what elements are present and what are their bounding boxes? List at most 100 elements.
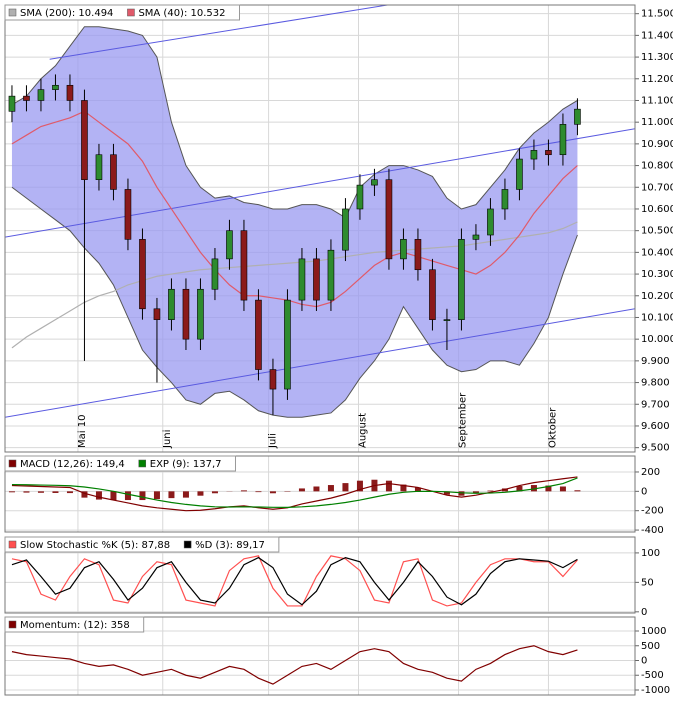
y-tick-label: 0 bbox=[641, 607, 647, 618]
histogram-bar bbox=[38, 491, 44, 492]
y-tick-label: 10.000 bbox=[641, 334, 673, 345]
candle-body bbox=[458, 239, 464, 319]
candle-body bbox=[125, 189, 131, 239]
histogram-bar bbox=[67, 491, 73, 493]
histogram-bar bbox=[270, 491, 276, 493]
y-tick-label: 11.200 bbox=[641, 74, 673, 85]
legend-label: %D (3): 89,17 bbox=[195, 540, 265, 551]
candle-body bbox=[386, 180, 392, 259]
candle-body bbox=[328, 250, 334, 300]
y-tick-label: 9.500 bbox=[641, 443, 670, 454]
histogram-bar bbox=[342, 483, 348, 491]
legend-swatch bbox=[184, 541, 191, 548]
x-tick-label: Juli bbox=[268, 433, 279, 449]
candle-body bbox=[9, 96, 15, 111]
y-tick-label: 9.900 bbox=[641, 356, 670, 367]
y-tick-label: 9.800 bbox=[641, 378, 670, 389]
histogram-bar bbox=[560, 486, 566, 491]
y-tick-label: 10.500 bbox=[641, 226, 673, 237]
candle-body bbox=[110, 155, 116, 190]
y-tick-label: 11.300 bbox=[641, 52, 673, 63]
y-tick-label: 11.500 bbox=[641, 9, 673, 20]
legend-swatch bbox=[9, 9, 16, 16]
legend-label: SMA (200): 10.494 bbox=[20, 8, 113, 19]
candle-body bbox=[299, 259, 305, 300]
y-tick-label: 10.100 bbox=[641, 312, 673, 323]
histogram-bar bbox=[168, 491, 174, 498]
y-tick-label: 11.000 bbox=[641, 117, 673, 128]
x-tick-label: Mai 10 bbox=[77, 415, 88, 448]
legend-swatch bbox=[127, 9, 134, 16]
candle-body bbox=[67, 85, 73, 100]
candle-body bbox=[255, 300, 261, 369]
candle-body bbox=[313, 259, 319, 300]
legend-label: Momentum: (12): 358 bbox=[20, 620, 130, 631]
candle-body bbox=[23, 96, 29, 100]
candle-body bbox=[473, 235, 479, 239]
y-tick-label: 500 bbox=[641, 641, 660, 652]
y-tick-label: 100 bbox=[641, 548, 660, 559]
histogram-bar bbox=[52, 491, 58, 493]
candle-body bbox=[139, 239, 145, 308]
histogram-bar bbox=[574, 490, 580, 491]
histogram-bar bbox=[241, 490, 247, 491]
histogram-bar bbox=[458, 491, 464, 495]
legend-swatch bbox=[9, 621, 16, 628]
candle-body bbox=[357, 185, 363, 209]
candle-body bbox=[81, 100, 87, 179]
y-tick-label: 9.600 bbox=[641, 421, 670, 432]
candle-body bbox=[531, 150, 537, 159]
y-tick-label: 10.600 bbox=[641, 204, 673, 215]
candle-body bbox=[154, 309, 160, 320]
candle-body bbox=[241, 231, 247, 300]
y-tick-label: -200 bbox=[641, 506, 664, 517]
candle-body bbox=[574, 109, 580, 124]
y-tick-label: 9.700 bbox=[641, 399, 670, 410]
candle-body bbox=[516, 159, 522, 189]
candle-body bbox=[560, 124, 566, 154]
candle-body bbox=[52, 85, 58, 89]
y-tick-label: -400 bbox=[641, 525, 664, 536]
candle-body bbox=[371, 180, 377, 185]
histogram-bar bbox=[197, 491, 203, 495]
x-tick-label: September bbox=[458, 392, 469, 448]
histogram-bar bbox=[154, 491, 160, 499]
histogram-bar bbox=[386, 481, 392, 492]
candle-body bbox=[38, 90, 44, 101]
histogram-bar bbox=[299, 488, 305, 491]
y-tick-label: 10.200 bbox=[641, 291, 673, 302]
legend-swatch bbox=[139, 460, 146, 467]
histogram-bar bbox=[255, 491, 261, 492]
legend-label: Slow Stochastic %K (5): 87,88 bbox=[20, 540, 170, 551]
y-tick-label: 1000 bbox=[641, 626, 666, 637]
histogram-bar bbox=[183, 491, 189, 497]
candle-body bbox=[444, 320, 450, 321]
candle-body bbox=[502, 189, 508, 209]
y-tick-label: -500 bbox=[641, 670, 664, 681]
histogram-bar bbox=[328, 485, 334, 491]
histogram-bar bbox=[23, 491, 29, 492]
legend-swatch bbox=[9, 541, 16, 548]
y-tick-label: 0 bbox=[641, 486, 647, 497]
histogram-bar bbox=[313, 486, 319, 491]
candle-body bbox=[197, 289, 203, 339]
y-tick-label: 10.800 bbox=[641, 161, 673, 172]
candle-body bbox=[212, 259, 218, 289]
y-tick-label: 10.300 bbox=[641, 269, 673, 280]
candle-body bbox=[487, 209, 493, 235]
y-tick-label: 10.700 bbox=[641, 182, 673, 193]
candle-body bbox=[284, 300, 290, 389]
y-tick-label: 50 bbox=[641, 577, 654, 588]
legend-label: SMA (40): 10.532 bbox=[138, 8, 225, 19]
histogram-bar bbox=[96, 491, 102, 499]
histogram-bar bbox=[212, 491, 218, 493]
x-tick-label: Oktober bbox=[547, 407, 558, 448]
y-tick-label: 11.400 bbox=[641, 30, 673, 41]
candle-body bbox=[400, 239, 406, 259]
candle-body bbox=[270, 370, 276, 390]
y-tick-label: 0 bbox=[641, 655, 647, 666]
y-tick-label: -1000 bbox=[641, 685, 670, 696]
candle-body bbox=[342, 209, 348, 250]
